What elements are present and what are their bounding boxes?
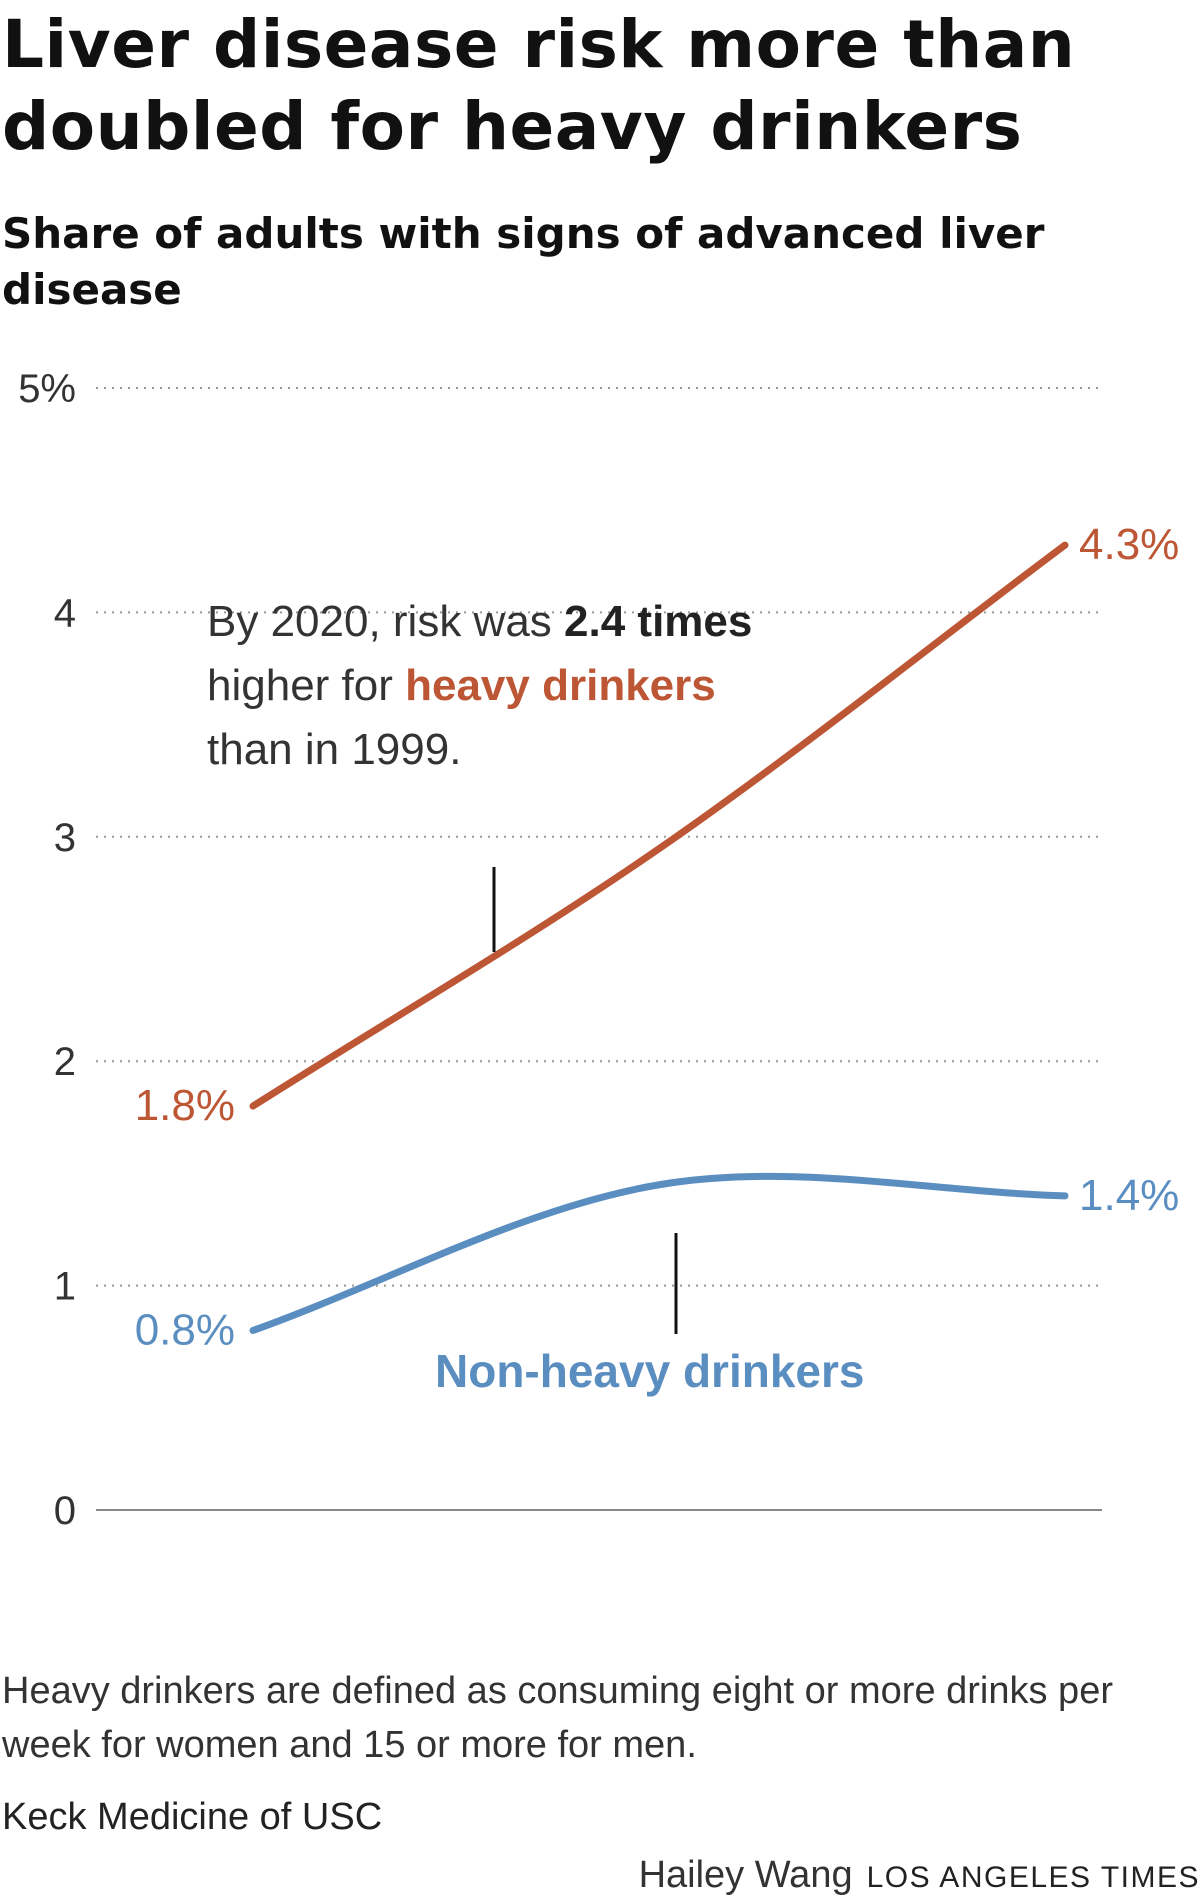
heavy-drinkers-line (249, 541, 1069, 1110)
annotation-heavy-drinkers: heavy drinkers (405, 661, 716, 710)
x-tick-label: 2005-2012 (555, 1553, 765, 1560)
annotation-bold: 2.4 times (564, 597, 753, 646)
y-tick-label: 3 (54, 816, 76, 860)
heavy-end-value-label: 4.3% (1079, 520, 1179, 569)
nonheavy-drinkers-line (249, 1172, 1069, 1334)
x-tick-label: 1999-2004 (148, 1553, 358, 1560)
footnote: Heavy drinkers are defined as consuming … (2, 1670, 1113, 1766)
annotation-part2: higher for (207, 661, 406, 710)
nonheavy-end-value-label: 1.4% (1079, 1171, 1179, 1220)
chart-title: Liver disease risk more than doubled for… (2, 6, 1076, 165)
author-name: Hailey Wang (638, 1854, 853, 1896)
heavy-start-value-label: 1.8% (135, 1081, 235, 1130)
y-tick-label: 1 (54, 1265, 76, 1309)
nonheavy-series-label: Non-heavy drinkers (435, 1345, 865, 1397)
annotation-text: By 2020, risk was 2.4 times higher for h… (207, 590, 767, 782)
y-tick-label: 0 (54, 1489, 76, 1533)
y-tick-label: 4 (54, 591, 76, 635)
annotation-part1: By 2020, risk was (207, 597, 565, 646)
y-tick-label: 5% (18, 367, 76, 411)
nonheavy-start-value-label: 0.8% (135, 1305, 235, 1354)
y-tick-label: 2 (54, 1040, 76, 1084)
credit-line: Hailey Wang LOS ANGELES TIMES (639, 1852, 1200, 1901)
organization-name: LOS ANGELES TIMES (866, 1861, 1200, 1894)
line-chart: 0 1 2 3 4 5% 1999-2004 2005-2012 2013-2020 1.8% 4.… (18, 367, 1179, 1560)
annotation-part3: than in 1999. (207, 725, 462, 774)
chart-subtitle: Share of adults with signs of advanced l… (2, 209, 1045, 314)
source-text: Keck Medicine of USC (2, 1796, 383, 1838)
x-tick-label: 2013-2020 (960, 1553, 1170, 1560)
